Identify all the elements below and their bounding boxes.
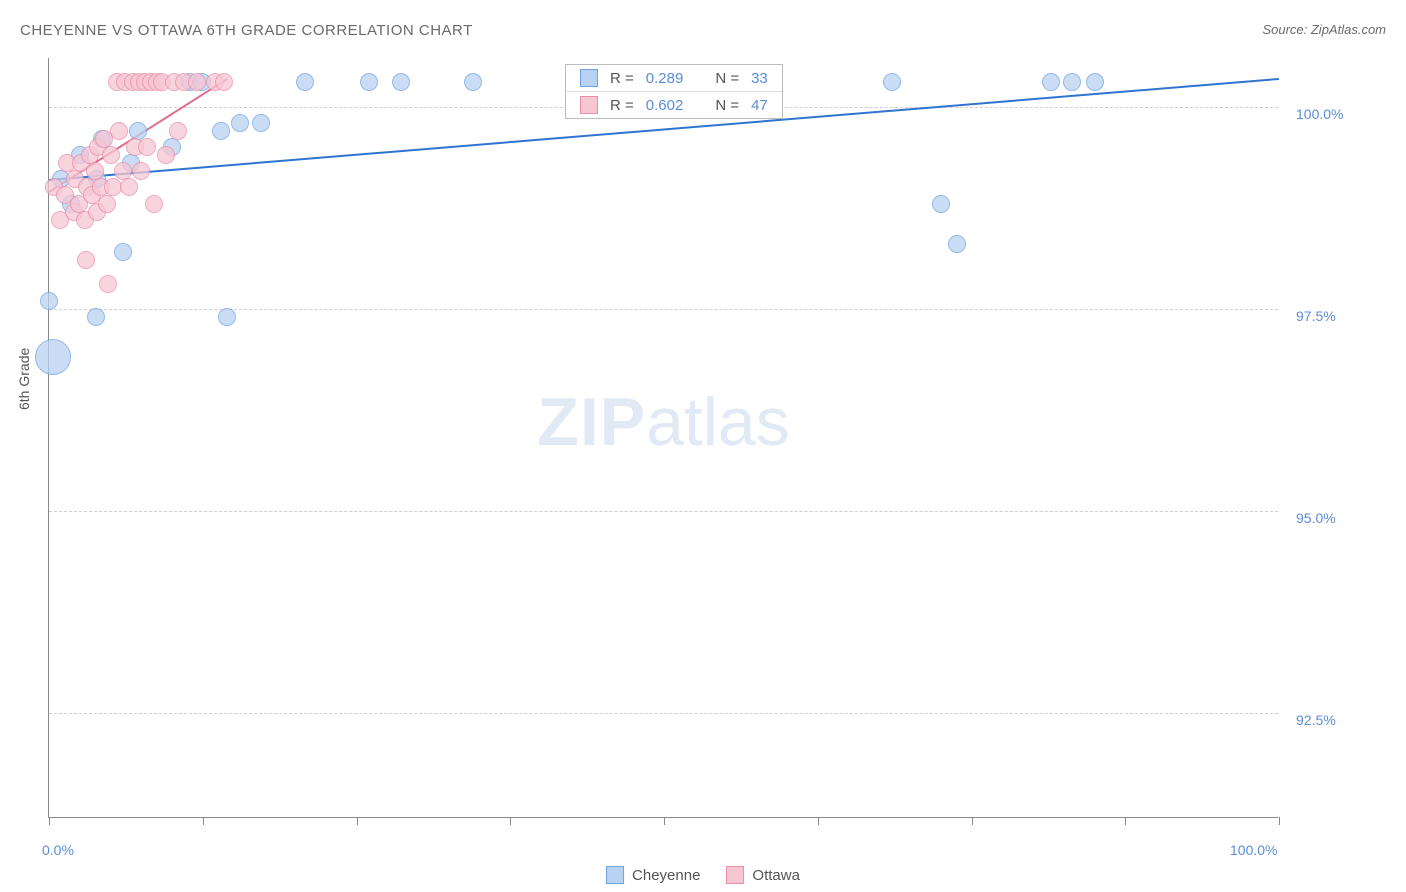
data-point	[212, 122, 230, 140]
watermark-bold: ZIP	[537, 384, 646, 460]
x-tick	[1279, 817, 1280, 825]
data-point	[392, 73, 410, 91]
data-point	[102, 146, 120, 164]
data-point	[138, 138, 156, 156]
r-value: 0.602	[646, 97, 684, 114]
data-point	[1042, 73, 1060, 91]
stats-row: R = 0.602 N = 47	[566, 91, 782, 118]
data-point	[1063, 73, 1081, 91]
x-tick	[664, 817, 665, 825]
data-point	[40, 292, 58, 310]
data-point	[132, 162, 150, 180]
data-point	[231, 114, 249, 132]
stats-row: R = 0.289 N = 33	[566, 65, 782, 91]
legend: Cheyenne Ottawa	[606, 866, 800, 884]
x-axis-label: 100.0%	[1230, 842, 1277, 858]
data-point	[948, 235, 966, 253]
legend-item: Ottawa	[726, 866, 800, 884]
data-point	[218, 308, 236, 326]
legend-label: Ottawa	[752, 867, 800, 884]
x-tick	[203, 817, 204, 825]
data-point	[145, 195, 163, 213]
x-tick	[818, 817, 819, 825]
data-point	[169, 122, 187, 140]
n-value: 33	[751, 70, 768, 87]
series-swatch	[580, 69, 598, 87]
legend-label: Cheyenne	[632, 867, 700, 884]
data-point	[98, 195, 116, 213]
source-attribution: Source: ZipAtlas.com	[1262, 22, 1386, 37]
r-label: R =	[610, 97, 634, 114]
data-point	[77, 251, 95, 269]
data-point	[188, 73, 206, 91]
data-point	[110, 122, 128, 140]
data-point	[296, 73, 314, 91]
gridline	[49, 713, 1278, 714]
watermark-light: atlas	[646, 384, 790, 460]
data-point	[120, 178, 138, 196]
y-axis-title: 6th Grade	[16, 348, 32, 410]
x-tick	[1125, 817, 1126, 825]
data-point	[215, 73, 233, 91]
x-tick	[357, 817, 358, 825]
data-point	[360, 73, 378, 91]
r-label: R =	[610, 70, 634, 87]
legend-swatch	[726, 866, 744, 884]
data-point	[99, 275, 117, 293]
series-swatch	[580, 96, 598, 114]
data-point	[464, 73, 482, 91]
data-point	[883, 73, 901, 91]
plot-area: ZIPatlas	[48, 58, 1278, 818]
n-label: N =	[715, 70, 739, 87]
gridline	[49, 511, 1278, 512]
legend-item: Cheyenne	[606, 866, 700, 884]
y-tick-label: 92.5%	[1296, 712, 1336, 728]
x-tick	[972, 817, 973, 825]
n-label: N =	[715, 97, 739, 114]
y-tick-label: 95.0%	[1296, 510, 1336, 526]
y-tick-label: 97.5%	[1296, 308, 1336, 324]
x-tick	[510, 817, 511, 825]
r-value: 0.289	[646, 70, 684, 87]
data-point	[157, 146, 175, 164]
chart-title: CHEYENNE VS OTTAWA 6TH GRADE CORRELATION…	[20, 22, 473, 39]
x-axis-label: 0.0%	[42, 842, 74, 858]
n-value: 47	[751, 97, 768, 114]
data-point	[35, 339, 71, 375]
data-point	[129, 122, 147, 140]
data-point	[1086, 73, 1104, 91]
y-tick-label: 100.0%	[1296, 106, 1343, 122]
data-point	[87, 308, 105, 326]
watermark: ZIPatlas	[537, 383, 789, 461]
stats-box: R = 0.289 N = 33 R = 0.602 N = 47	[565, 64, 783, 119]
data-point	[114, 243, 132, 261]
data-point	[252, 114, 270, 132]
x-tick	[49, 817, 50, 825]
legend-swatch	[606, 866, 624, 884]
data-point	[932, 195, 950, 213]
